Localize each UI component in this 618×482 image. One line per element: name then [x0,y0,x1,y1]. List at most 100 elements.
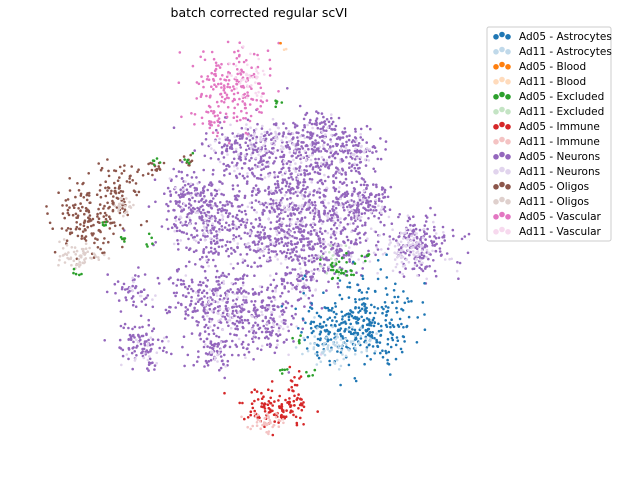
scatter-point [344,322,348,325]
scatter-point [283,230,286,233]
scatter-point [253,333,256,337]
scatter-point [241,307,244,311]
scatter-point [212,149,216,152]
scatter-point [124,296,127,299]
scatter-point [354,227,358,231]
scatter-point [376,345,380,349]
scatter-point [228,62,231,65]
scatter-point [154,241,157,244]
scatter-point [339,217,342,220]
legend-marker [499,91,505,98]
scatter-point [203,195,206,198]
scatter-point [115,196,119,200]
scatter-point [118,346,121,349]
scatter-point [178,51,182,54]
scatter-point [359,183,363,187]
scatter-point [309,131,313,134]
scatter-point [445,252,449,255]
scatter-point [381,311,384,315]
scatter-point [318,322,322,326]
scatter-point [99,183,102,187]
scatter-point [193,235,196,239]
scatter-point [288,151,292,154]
scatter-point [230,143,233,147]
scatter-point [352,343,356,347]
scatter-point [302,197,305,200]
scatter-point [400,350,404,354]
scatter-point [215,269,219,273]
scatter-point [162,346,166,350]
scatter-point [147,369,150,372]
scatter-point [353,136,357,139]
scatter-point [309,133,313,136]
scatter-point [273,298,277,302]
scatter-point [280,240,284,244]
scatter-point [407,235,411,239]
scatter-point [312,277,316,281]
scatter-point [107,257,111,260]
scatter-point [207,300,211,304]
scatter-point [227,307,231,311]
scatter-point [319,178,323,182]
scatter-point [316,354,319,357]
scatter-point [259,173,263,177]
scatter-point [301,327,305,331]
scatter-point [433,243,437,247]
scatter-point [231,299,235,302]
scatter-point [246,128,250,131]
scatter-point [206,345,209,348]
scatter-point [58,254,62,258]
scatter-point [195,297,199,301]
scatter-point [137,333,140,337]
scatter-point [254,317,258,320]
scatter-point [350,217,353,221]
scatter-point [361,297,364,301]
scatter-point [355,316,359,319]
scatter-point [418,261,422,265]
scatter-point [296,143,300,146]
scatter-point [259,201,262,205]
scatter-point [75,221,78,224]
scatter-point [316,126,320,130]
scatter-point [294,346,298,349]
scatter-point [237,225,241,229]
scatter-point [222,101,226,104]
scatter-point [203,201,207,204]
scatter-point [363,305,366,308]
scatter-point [281,181,284,185]
scatter-point [271,433,275,437]
scatter-point [240,315,243,319]
scatter-point [311,294,314,297]
scatter-point [302,134,305,137]
scatter-point [185,224,189,227]
scatter-point [196,300,200,304]
scatter-point [352,273,356,277]
scatter-point [205,78,209,81]
scatter-point [287,140,291,143]
scatter-point [219,82,223,85]
scatter-point [208,105,212,109]
scatter-point [343,208,346,212]
scatter-point [420,268,423,271]
scatter-point [177,267,180,271]
scatter-point [139,223,143,227]
scatter-point [78,273,81,277]
scatter-point [251,75,254,79]
scatter-point [310,240,313,243]
scatter-point [305,272,308,275]
scatter-point [294,169,297,173]
scatter-point [283,233,287,236]
scatter-point [101,251,104,255]
scatter-point [219,201,222,204]
scatter-point [179,278,183,282]
scatter-point [63,261,67,264]
scatter-point [360,212,364,215]
scatter-point [207,78,211,81]
scatter-point [208,304,211,307]
scatter-point [443,239,447,242]
scatter-point [202,50,205,53]
scatter-point [210,302,213,306]
scatter-point [293,231,297,234]
scatter-point [182,180,185,183]
scatter-point [318,122,322,125]
